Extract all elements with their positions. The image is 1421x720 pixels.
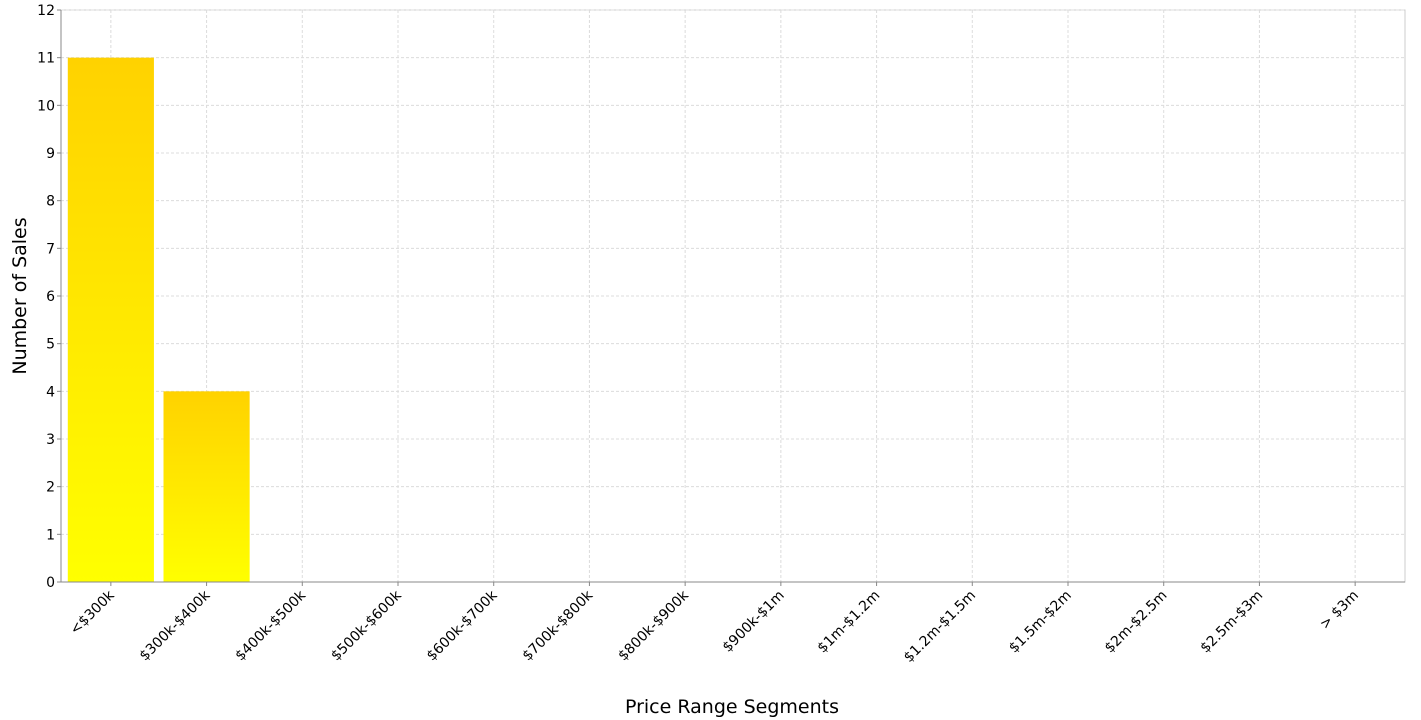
y-tick-label: 5 xyxy=(46,337,55,353)
x-tick-label: $900k-$1m xyxy=(720,588,788,656)
x-tick-label: $300k-$400k xyxy=(137,587,214,664)
x-tick-label: $600k-$700k xyxy=(424,587,501,664)
y-tick-label: 9 xyxy=(46,146,55,162)
x-tick-label: $2.5m-$3m xyxy=(1197,588,1266,657)
bar xyxy=(163,391,250,582)
y-tick-label: 0 xyxy=(46,575,55,591)
x-tick-label: $1.5m-$2m xyxy=(1006,588,1075,657)
y-tick-label: 6 xyxy=(46,289,55,305)
x-tick-label: $2m-$2.5m xyxy=(1102,588,1171,657)
y-tick-label: 3 xyxy=(46,432,55,448)
x-axis-ticks: <$300k $300k-$400k $400k-$500k $500k-$600k $… xyxy=(61,581,1405,666)
bars xyxy=(67,57,250,582)
x-tick-label: $700k-$800k xyxy=(520,587,597,664)
x-tick-label: > $3m xyxy=(1317,588,1362,633)
y-tick-label: 2 xyxy=(46,480,55,496)
y-tick-label: 11 xyxy=(37,51,55,67)
y-axis-title: Number of Sales xyxy=(9,217,31,374)
y-tick-label: 10 xyxy=(37,98,55,114)
x-tick-label: <$300k xyxy=(67,587,118,638)
y-tick-label: 12 xyxy=(37,3,55,19)
x-tick-label: $1m-$1.2m xyxy=(815,588,884,657)
y-tick-label: 7 xyxy=(46,241,55,257)
x-tick-label: $800k-$900k xyxy=(615,587,692,664)
y-tick-label: 1 xyxy=(46,527,55,543)
y-tick-label: 4 xyxy=(46,384,55,400)
x-axis-title: Price Range Segments xyxy=(625,696,839,718)
y-tick-label: 8 xyxy=(46,194,55,210)
bar xyxy=(67,57,154,582)
x-tick-label: $400k-$500k xyxy=(232,587,309,664)
x-tick-label: $500k-$600k xyxy=(328,587,405,664)
x-tick-label: $1.2m-$1.5m xyxy=(901,588,979,666)
